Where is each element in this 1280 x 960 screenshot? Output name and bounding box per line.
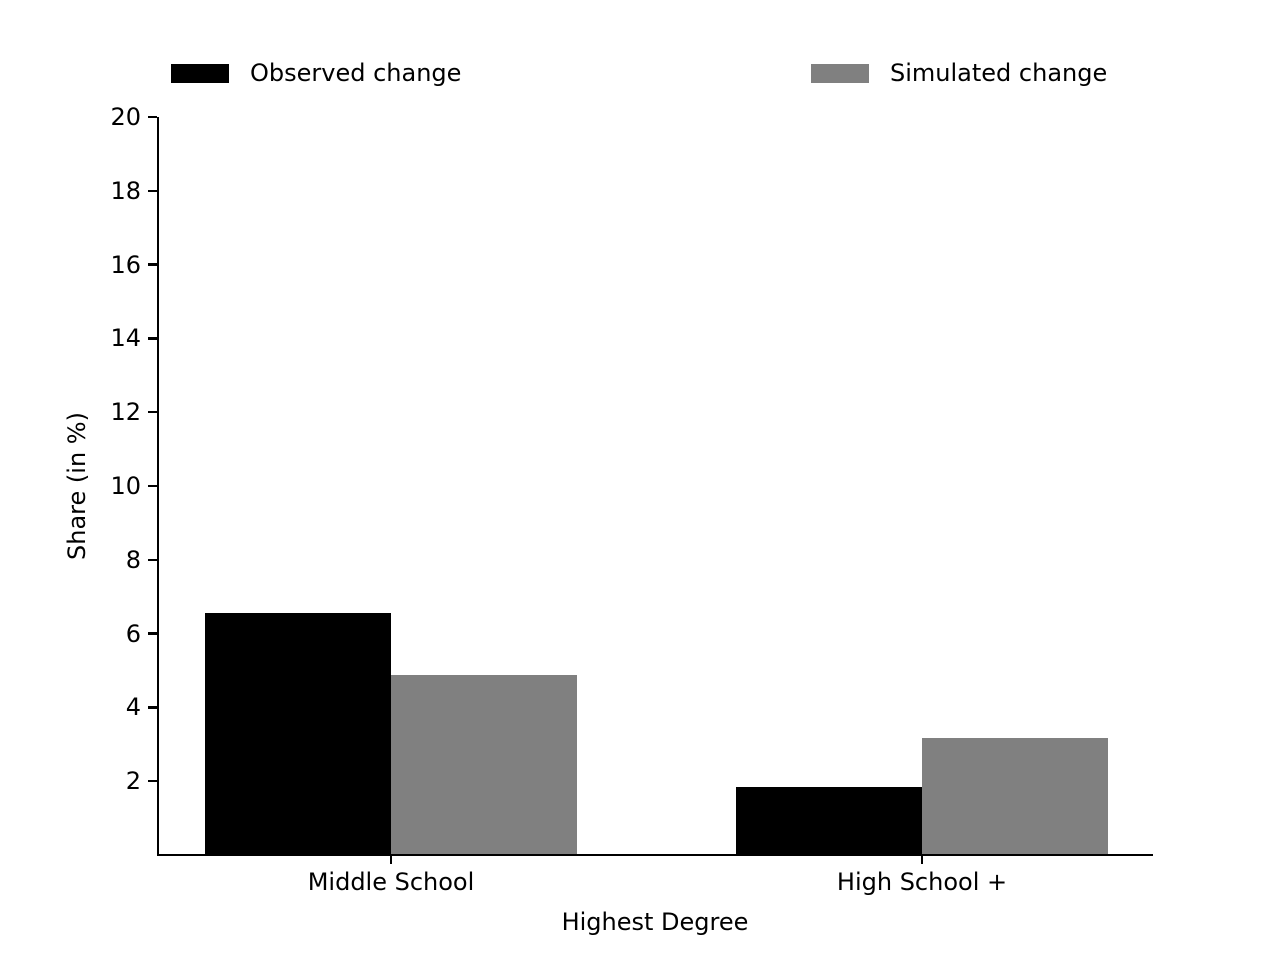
bar-simulated <box>922 737 1108 855</box>
y-tick-label: 16 <box>110 250 141 279</box>
y-tick-label: 6 <box>125 619 141 648</box>
x-tick-mark <box>389 856 393 865</box>
y-tick-label: 18 <box>110 176 141 205</box>
x-axis-title: Highest Degree <box>561 908 749 936</box>
y-tick-mark <box>147 484 157 488</box>
y-tick-label: 2 <box>125 767 141 796</box>
bar-observed <box>205 612 391 855</box>
legend-swatch-simulated-icon <box>811 63 869 83</box>
y-tick-label: 20 <box>110 103 141 131</box>
legend-item-observed-change: Observed change <box>171 56 461 90</box>
y-tick-label: 12 <box>110 398 141 427</box>
x-axis-spine <box>156 853 1153 857</box>
x-tick-label: High School + <box>836 868 1008 896</box>
y-tick-mark <box>147 558 157 562</box>
y-tick-mark <box>147 779 157 783</box>
y-tick-mark <box>147 115 157 119</box>
y-tick-label: 14 <box>110 324 141 353</box>
legend-item-simulated-change: Simulated change <box>811 56 1107 90</box>
y-tick-mark <box>147 632 157 635</box>
legend-label-observed: Observed change <box>250 59 462 87</box>
bar-observed <box>736 787 922 855</box>
y-axis-spine <box>156 117 160 857</box>
y-tick-label: 8 <box>125 545 141 574</box>
y-tick-mark <box>147 189 157 193</box>
y-tick-mark <box>147 263 157 266</box>
legend-swatch-observed-icon <box>171 63 229 83</box>
x-tick-label: Middle School <box>307 868 475 896</box>
y-tick-mark <box>147 410 157 414</box>
bar-simulated <box>391 674 577 855</box>
x-tick-mark <box>920 856 924 865</box>
y-tick-mark <box>147 706 157 709</box>
y-tick-label: 10 <box>110 472 141 500</box>
legend-label-simulated: Simulated change <box>890 59 1108 87</box>
y-tick-label: 4 <box>125 693 141 722</box>
y-tick-mark <box>147 337 157 340</box>
